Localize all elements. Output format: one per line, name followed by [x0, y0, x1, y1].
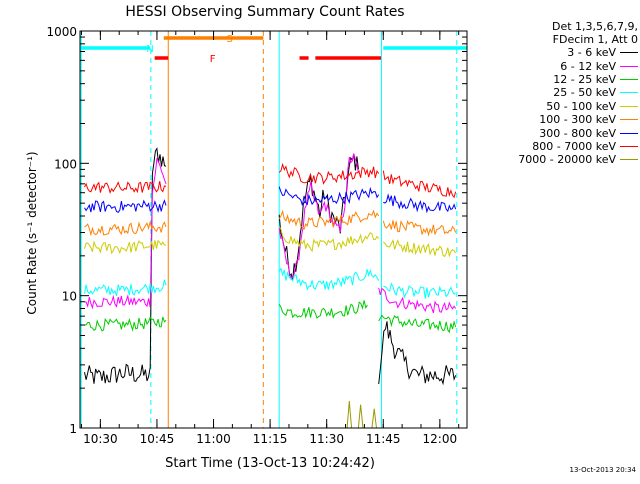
series-2-segment-1 [278, 300, 368, 319]
series-4-segment-2 [382, 238, 457, 258]
series-7-segment-0 [84, 181, 167, 194]
series-2-segment-0 [84, 316, 167, 332]
legend-header-line-2: FDecim 1, Att 0 [552, 33, 638, 46]
legend-swatch-3 [620, 92, 638, 94]
series-1-segment-0 [84, 158, 167, 310]
series-5-segment-1 [278, 209, 380, 231]
legend-entry-2: 12 - 25 keV [472, 73, 638, 86]
series-5-segment-0 [84, 221, 167, 237]
series-3-segment-0 [84, 279, 167, 296]
series-0-segment-2 [378, 321, 457, 386]
legend-swatch-5 [620, 119, 638, 121]
series-7-segment-2 [382, 170, 457, 199]
legend-entry-8: 7000 - 20000 keV [472, 153, 638, 166]
series-4-segment-0 [84, 239, 167, 255]
legend-rows: 3 - 6 keV 6 - 12 keV 12 - 25 keV 25 - 50 ke… [472, 46, 638, 167]
legend-entry-7: 800 - 7000 keV [472, 140, 638, 153]
legend-header-line-1: Det 1,3,5,6,7,9, [551, 20, 638, 33]
series-6-segment-1 [278, 186, 380, 206]
legend-label-3: 25 - 50 keV [553, 86, 616, 100]
plot-area: S N F 1 10 100 1000 10:30 10:45 11:00 11:15 11:30 11… [46, 25, 468, 446]
y-tick-label-0: 1 [69, 422, 77, 436]
legend-swatch-0 [620, 52, 638, 54]
legend: Det 1,3,5,6,7,9, FDecim 1, Att 0 3 - 6 k… [472, 20, 638, 167]
legend-entry-5: 100 - 300 keV [472, 113, 638, 126]
x-tick-label-1: 10:45 [140, 432, 175, 446]
series-6-segment-2 [383, 193, 457, 214]
y-axis-label: Count Rate (s⁻¹ detector⁻¹) [25, 151, 39, 314]
x-tick-label-2: 11:00 [196, 432, 231, 446]
series-5-segment-2 [382, 219, 457, 237]
legend-entry-1: 6 - 12 keV [472, 59, 638, 73]
series-0-segment-0 [84, 147, 167, 384]
legend-label-8: 7000 - 20000 keV [518, 153, 616, 167]
legend-label-5: 100 - 300 keV [539, 113, 616, 127]
flag-label-S: S [227, 34, 233, 45]
series-8-segment-0 [346, 400, 377, 429]
x-tick-label-6: 12:00 [423, 432, 458, 446]
x-tick-label-3: 11:15 [253, 432, 288, 446]
series-7-segment-1 [278, 162, 380, 185]
legend-label-0: 3 - 6 keV [567, 46, 616, 60]
legend-swatch-1 [620, 65, 638, 67]
legend-swatch-4 [620, 105, 638, 107]
legend-entry-4: 50 - 100 keV [472, 100, 638, 113]
chart-title: HESSI Observing Summary Count Rates [125, 4, 404, 20]
series-2-segment-2 [378, 314, 457, 334]
y-tick-label-2: 100 [54, 157, 77, 171]
series-4-segment-1 [278, 226, 380, 253]
flag-label-F: F [210, 54, 216, 65]
legend-label-6: 300 - 800 keV [539, 126, 616, 140]
plot-frame [79, 30, 468, 429]
series-3-segment-1 [278, 267, 380, 291]
legend-swatch-8 [620, 159, 638, 161]
legend-entry-0: 3 - 6 keV [472, 46, 638, 59]
y-tick-label-1: 10 [62, 290, 77, 304]
legend-swatch-6 [620, 132, 638, 134]
series-3-segment-2 [383, 282, 457, 299]
flag-label-N: N [146, 44, 153, 55]
legend-label-4: 50 - 100 keV [546, 99, 616, 113]
legend-label-1: 6 - 12 keV [560, 59, 616, 73]
series-1-segment-2 [378, 287, 457, 314]
series-1-segment-1 [278, 153, 359, 281]
x-tick-label-4: 11:30 [309, 432, 344, 446]
legend-label-2: 12 - 25 keV [553, 72, 616, 86]
x-tick-label-5: 11:45 [366, 432, 401, 446]
legend-entry-3: 25 - 50 keV [472, 86, 638, 99]
footer-timestamp: 13-Oct-2013 20:34 [569, 466, 636, 474]
legend-swatch-7 [620, 145, 638, 147]
y-tick-label-3: 1000 [46, 25, 77, 39]
legend-label-7: 800 - 7000 keV [532, 139, 616, 153]
legend-swatch-2 [620, 78, 638, 80]
x-tick-label-0: 10:30 [83, 432, 118, 446]
legend-entry-6: 300 - 800 keV [472, 126, 638, 140]
series-6-segment-0 [84, 199, 167, 214]
x-axis-label: Start Time (13-Oct-13 10:24:42) [165, 456, 375, 471]
